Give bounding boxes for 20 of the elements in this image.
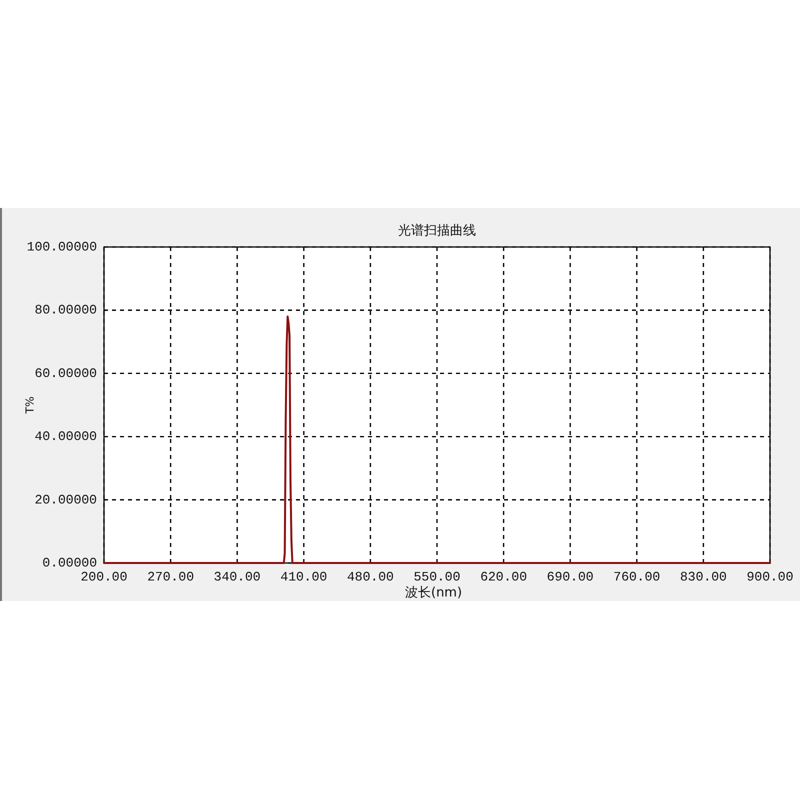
x-tick-label: 200.00 <box>80 570 128 584</box>
x-tick-label: 550.00 <box>414 570 460 584</box>
x-tick-label: 830.00 <box>680 570 727 584</box>
x-tick-label: 340.00 <box>214 570 261 584</box>
x-tick-label: 410.00 <box>280 570 328 584</box>
x-tick-label: 480.00 <box>346 570 394 584</box>
x-tick-label: 620.00 <box>480 570 528 584</box>
y-tick-label: 40.00000 <box>34 429 97 444</box>
x-tick-label: 760.00 <box>613 570 660 584</box>
y-tick-label: 0.00000 <box>42 556 97 570</box>
y-tick-label: 20.00000 <box>34 492 97 508</box>
x-tick-label: 690.00 <box>546 570 594 584</box>
y-axis-title: T% <box>24 396 36 415</box>
x-tick-label: 900.00 <box>746 570 794 584</box>
y-tick-label: 60.00000 <box>34 366 97 381</box>
y-tick-label: 100.00000 <box>26 240 97 254</box>
x-axis-title: 波长(nm) <box>405 586 462 600</box>
chart-title: 光谱扫描曲线 <box>398 224 476 238</box>
x-tick-label: 270.00 <box>147 570 194 584</box>
y-tick-label: 80.00000 <box>34 302 97 318</box>
